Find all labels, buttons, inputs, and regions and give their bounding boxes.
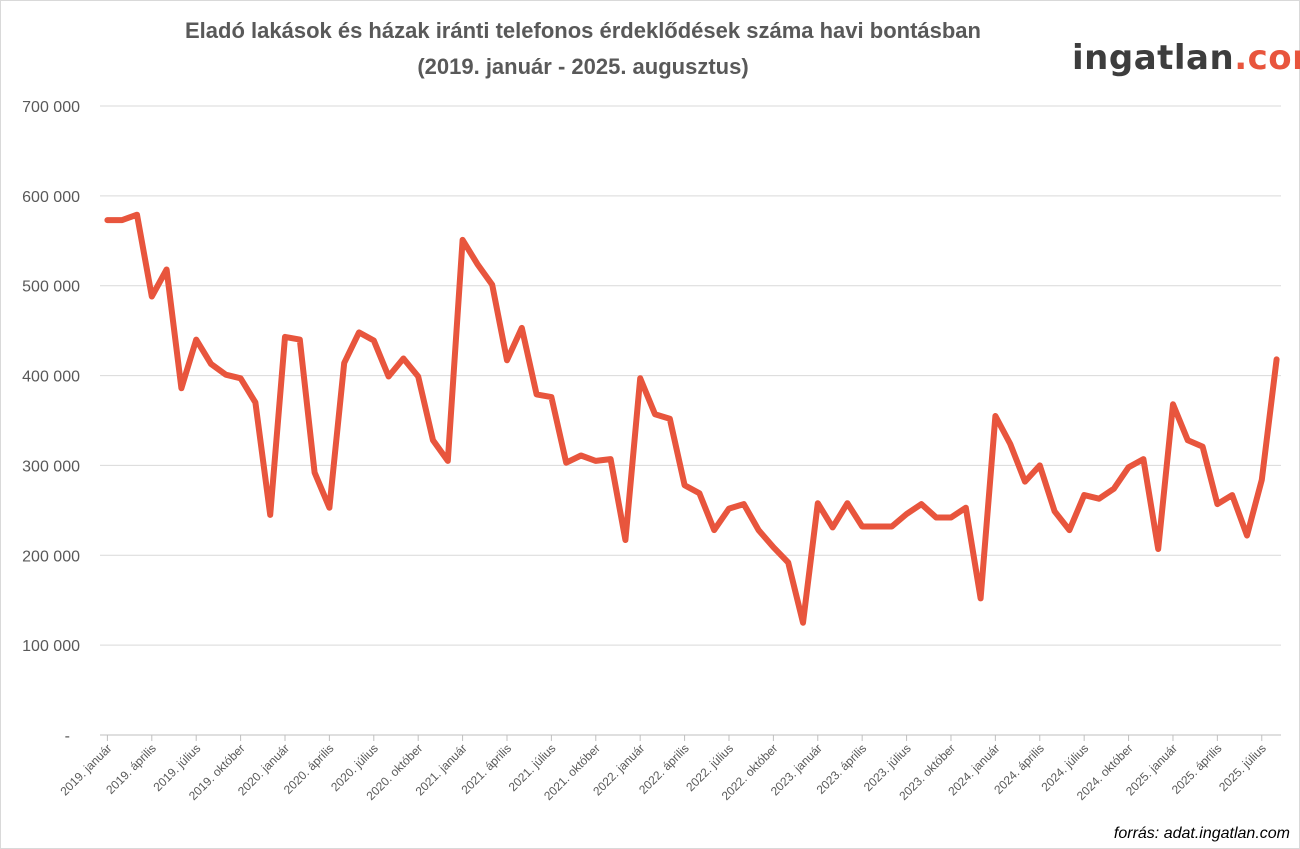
data-point — [874, 524, 880, 530]
data-point — [1155, 546, 1161, 552]
data-point — [371, 338, 377, 344]
data-point — [593, 458, 599, 464]
data-point — [1111, 486, 1117, 492]
data-point — [208, 361, 214, 367]
data-point — [815, 500, 821, 506]
data-point — [252, 400, 258, 406]
y-tick-label: 200 000 — [22, 548, 80, 565]
data-point — [312, 470, 318, 476]
data-point — [1066, 527, 1072, 533]
y-tick-label: 400 000 — [22, 369, 80, 386]
data-point — [1096, 496, 1102, 502]
data-point — [992, 413, 998, 419]
data-point — [504, 357, 510, 363]
data-point — [1022, 479, 1028, 485]
y-tick-label: 100 000 — [22, 638, 80, 655]
source-note: forrás: adat.ingatlan.com — [1113, 825, 1290, 842]
data-point — [415, 373, 421, 379]
data-point — [859, 524, 865, 530]
data-point — [652, 411, 658, 417]
data-point — [756, 527, 762, 533]
data-point — [430, 437, 436, 443]
data-point — [1185, 437, 1191, 443]
data-point — [548, 394, 554, 400]
data-point — [460, 237, 466, 243]
data-point — [193, 337, 199, 343]
y-tick-label: 500 000 — [22, 279, 80, 296]
data-point — [400, 355, 406, 361]
data-point — [770, 544, 776, 550]
ingatlan-logo: ingatlan.com — [1072, 38, 1300, 78]
data-point — [267, 512, 273, 518]
data-point — [785, 559, 791, 565]
x-tick-label: 2025. július — [1216, 741, 1269, 794]
data-point — [519, 325, 525, 331]
data-point — [1244, 533, 1250, 539]
data-point — [978, 595, 984, 601]
data-point — [622, 537, 628, 543]
data-point — [608, 456, 614, 462]
data-point — [326, 505, 332, 511]
chart-subtitle: (2019. január - 2025. augusztus) — [417, 54, 749, 79]
data-point — [134, 212, 140, 218]
data-point — [578, 453, 584, 459]
data-point — [948, 515, 954, 521]
data-point — [489, 282, 495, 288]
y-tick-label: 700 000 — [22, 99, 80, 116]
y-tick-label: 600 000 — [22, 189, 80, 206]
data-point — [104, 217, 110, 223]
data-point — [238, 375, 244, 381]
logo-accent-text: .com — [1234, 38, 1300, 78]
data-point — [800, 620, 806, 626]
data-point — [223, 372, 229, 378]
data-point — [1200, 444, 1206, 450]
data-point — [1140, 456, 1146, 462]
data-point — [356, 329, 362, 335]
data-point — [844, 500, 850, 506]
data-point — [682, 482, 688, 488]
data-point — [889, 524, 895, 530]
data-point — [534, 391, 540, 397]
data-point — [341, 360, 347, 366]
data-point — [1259, 477, 1265, 483]
data-point — [1229, 492, 1235, 498]
data-point — [667, 416, 673, 422]
data-point — [726, 506, 732, 512]
data-point — [741, 501, 747, 507]
chart-title: Eladó lakások és házak iránti telefonos … — [185, 18, 981, 43]
data-point — [178, 385, 184, 391]
data-point — [297, 337, 303, 343]
data-point — [830, 524, 836, 530]
data-point — [1126, 464, 1132, 470]
data-point — [474, 261, 480, 267]
data-point — [386, 373, 392, 379]
data-point — [445, 458, 451, 464]
data-point — [1081, 492, 1087, 498]
data-point — [282, 334, 288, 340]
y-tick-label: 300 000 — [22, 458, 80, 475]
data-point — [637, 375, 643, 381]
data-point — [563, 460, 569, 466]
data-point — [904, 511, 910, 517]
data-point — [918, 501, 924, 507]
data-point — [963, 505, 969, 511]
data-point — [164, 267, 170, 273]
y-tick-label: - — [65, 728, 70, 745]
data-point — [149, 293, 155, 299]
data-point — [1214, 501, 1220, 507]
data-point — [119, 217, 125, 223]
data-point — [696, 490, 702, 496]
logo-main-text: ingatlan — [1072, 38, 1235, 78]
series-line — [104, 211, 1280, 626]
data-point — [1052, 508, 1058, 514]
data-point — [1037, 462, 1043, 468]
data-point — [711, 527, 717, 533]
data-point — [1007, 441, 1013, 447]
data-point — [1274, 356, 1280, 362]
data-point — [933, 515, 939, 521]
data-point — [1170, 401, 1176, 407]
